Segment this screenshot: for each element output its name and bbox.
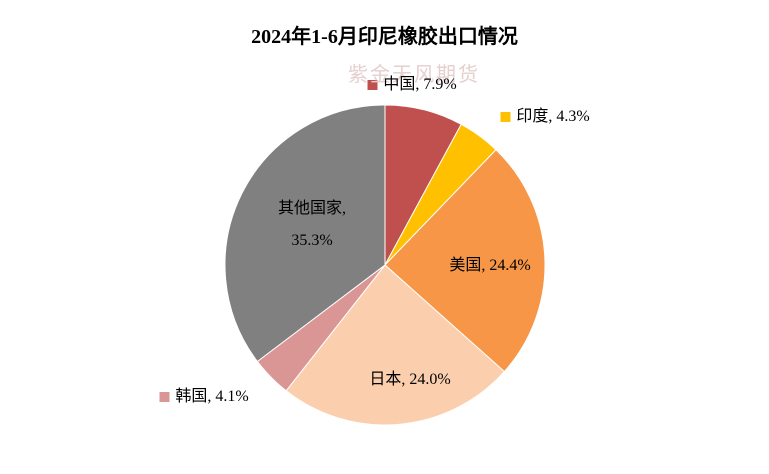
data-label: 中国, 7.9% [383,76,457,93]
chart-title: 2024年1-6月印尼橡胶出口情况 [251,26,518,48]
data-label: 其他国家, 35.3% [277,200,347,249]
label-swatch [500,112,511,122]
label-swatch [367,80,378,90]
data-label: 美国, 24.4% [449,257,531,274]
data-label: 日本, 24.0% [369,371,451,388]
watermark: 紫金天风期货 [348,62,480,86]
label-swatch [159,392,170,402]
pie-slice [384,149,546,373]
pie-slice [224,104,386,363]
data-label: 韩国, 4.1% [175,388,249,405]
pie-slice [285,264,506,426]
data-label: 印度, 4.3% [516,108,590,125]
